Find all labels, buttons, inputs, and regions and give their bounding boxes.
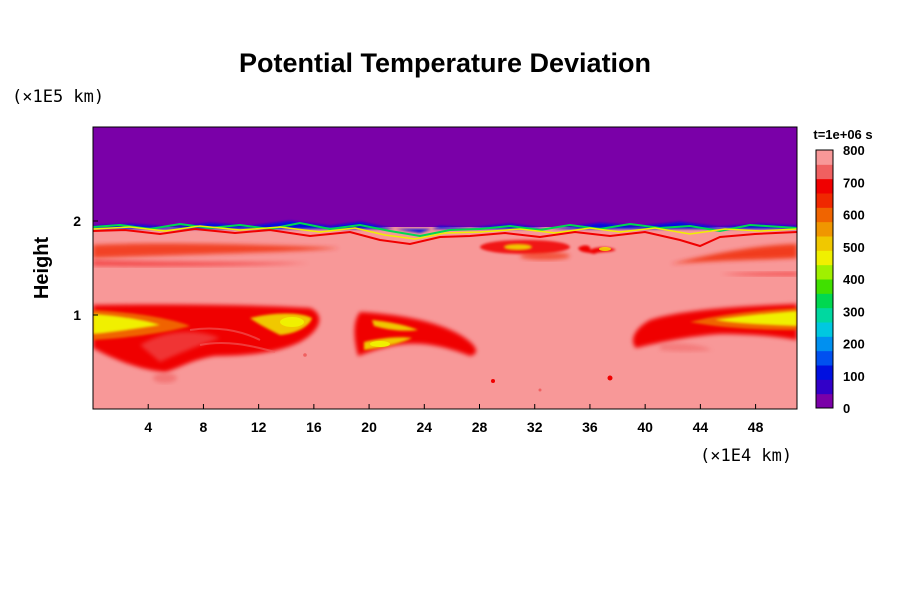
colorbar-swatch [816,293,833,309]
y-axis-label: Height [31,237,53,300]
left-lower-fringe [153,373,177,383]
colorbar-tick-label: 100 [843,369,865,384]
colorbar-tick-label: 300 [843,304,865,319]
colorbar-swatch [816,336,833,352]
central-arc-yellow [370,341,390,347]
left-band-red-inner [140,331,220,362]
x-tick-label: 32 [527,419,543,435]
colorbar-swatch [816,393,833,409]
x-axis: 4 8 12 16 20 24 28 32 36 40 44 48 [144,404,764,435]
x-tick-label: 40 [637,419,653,435]
colorbar-tick-label: 200 [843,337,865,352]
upper-right-blob-core [599,247,611,251]
colorbar-swatch [816,178,833,194]
colorbar-swatch [816,307,833,323]
x-tick-label: 48 [748,419,764,435]
speck [303,353,307,357]
y-axis: 12 [73,213,98,323]
colorbar-swatch [816,264,833,280]
colorbar-ticks: 0 100 200 300 400 500 600 700 800 [843,143,865,416]
colorbar-tick-label: 600 [843,208,865,223]
upper-right-streak-2 [720,272,797,276]
x-tick-label: 44 [693,419,709,435]
x-tick-label: 24 [417,419,433,435]
colorbar-tick-label: 400 [843,272,865,287]
speck [607,375,613,381]
x-tick-label: 36 [582,419,598,435]
right-band-fringe [660,343,712,352]
colorbar-tick-label: 700 [843,175,865,190]
colorbar-swatch [816,236,833,251]
colorbar-swatches [816,150,833,409]
y-tick-label: 2 [73,213,81,229]
right-band-yellow [715,311,797,326]
x-tick-label: 4 [144,419,152,435]
plot-frame [92,126,798,410]
colorbar-swatch [816,207,833,223]
colorbar-swatch [816,250,833,266]
interface-blue [93,221,797,233]
upper-central-tail [520,252,570,260]
x-tick-label: 16 [306,419,322,435]
colorbar-swatch [816,350,833,366]
heatmap-field [93,127,797,409]
left-band-yellow [93,314,160,334]
time-label: t=1e+06 s [813,127,872,142]
central-arc-core-2 [372,320,418,331]
colorbar-swatch [816,279,833,294]
y-tick-label: 1 [73,307,81,323]
x-tick-label: 12 [251,419,267,435]
colorbar-swatch [816,221,833,237]
colorbar-tick-label: 500 [843,240,865,255]
x-tick-label: 20 [361,419,377,435]
colorbar-swatch [816,164,833,180]
upper-right-streak [670,244,797,264]
colorbar-frame [815,149,834,409]
colorbar-swatch [816,365,833,380]
upper-left-streak-2 [93,260,310,267]
x-tick-label: 28 [472,419,488,435]
colorbar-swatch [816,322,833,337]
left-streaks [189,327,276,353]
colorbar-swatch [816,379,833,395]
interface-red [93,227,797,248]
upper-left-streak [93,243,340,258]
interface-yellow [93,225,797,240]
x-tick-label: 8 [200,419,208,435]
speck [491,379,495,383]
upper-central-core [504,244,532,250]
y-unit-label: (×1E5 km) [12,87,104,107]
upper-region [93,127,797,227]
colorbar-swatch [816,193,833,208]
x-unit-label: (×1E4 km) [700,446,792,466]
colorbar-tick-label: 800 [843,143,865,158]
colorbar-swatch [816,150,833,165]
interface-green [93,221,797,238]
colorbar-tick-label: 0 [843,401,850,416]
chart-title: Potential Temperature Deviation [239,48,651,78]
left-right-lobe-core [280,317,304,327]
speck [538,388,542,392]
colorbar: 0 100 200 300 400 500 600 700 800 [815,143,865,416]
